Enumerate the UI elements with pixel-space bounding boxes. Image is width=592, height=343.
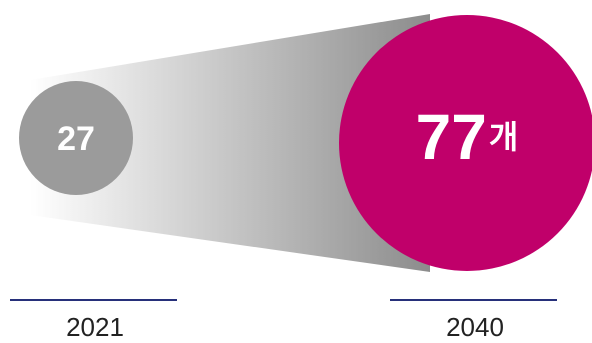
year-label-2040: 2040 [446, 312, 504, 342]
value-label-2040: 77개 [416, 101, 519, 173]
bubble-2021 [19, 81, 133, 195]
connecting-funnel [30, 14, 430, 272]
value-number-2040: 77 [416, 101, 487, 173]
value-unit-2040: 개 [489, 119, 518, 155]
value-label-2021: 27 [57, 120, 95, 158]
bubble-2040 [339, 15, 592, 271]
year-label-2021: 2021 [66, 312, 124, 342]
